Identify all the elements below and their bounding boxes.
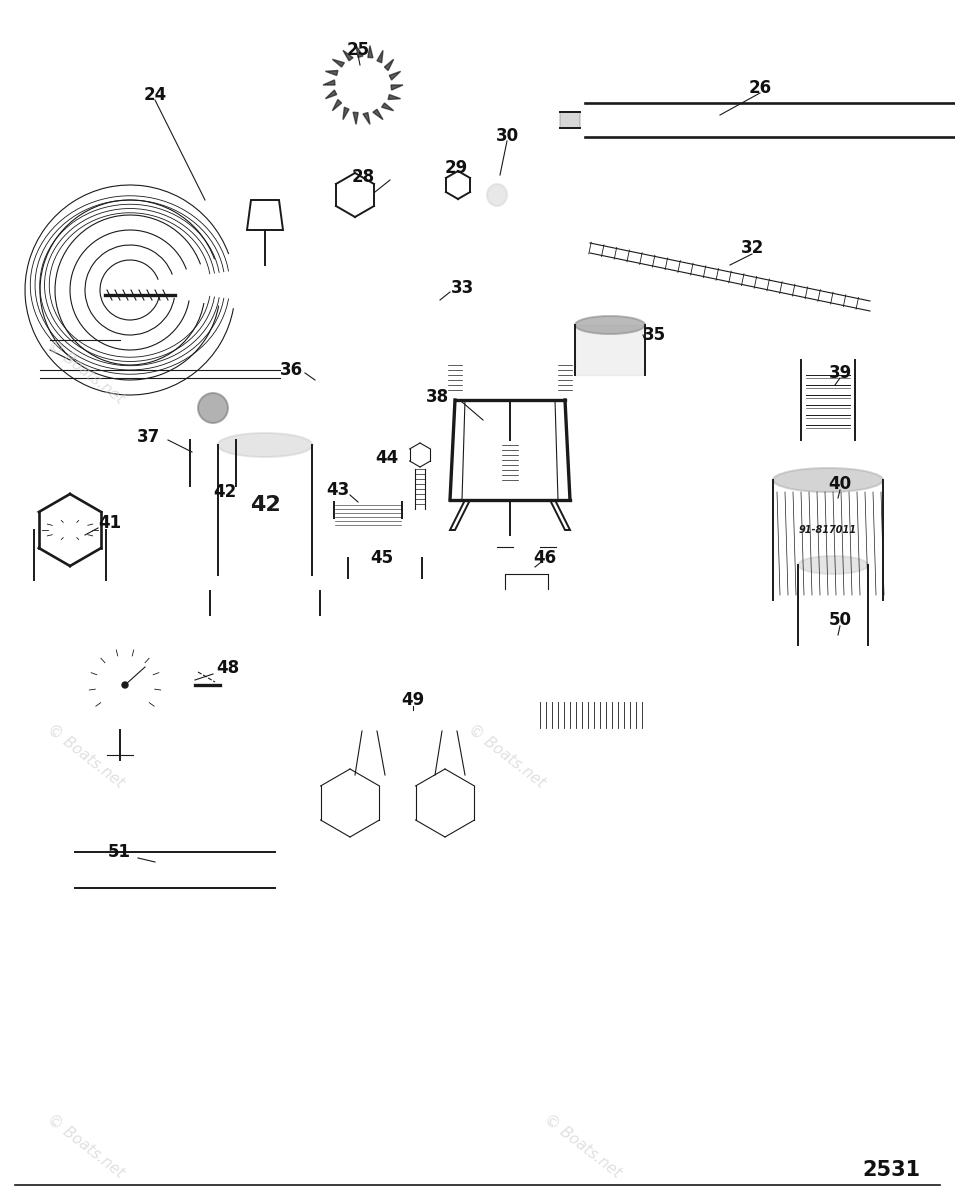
Bar bbox=[575, 325, 645, 374]
Bar bbox=[295, 702, 645, 728]
Bar bbox=[821, 694, 845, 739]
Bar bbox=[377, 188, 497, 200]
Text: 38: 38 bbox=[425, 388, 449, 406]
Text: 91-817011: 91-817011 bbox=[799, 526, 857, 535]
Bar bbox=[269, 184, 275, 202]
Bar bbox=[352, 722, 388, 731]
Text: 2531: 2531 bbox=[861, 1160, 920, 1180]
Bar bbox=[503, 535, 517, 547]
Text: © Boats.net: © Boats.net bbox=[45, 721, 127, 791]
Bar bbox=[90, 860, 260, 880]
Polygon shape bbox=[343, 107, 349, 120]
Bar bbox=[810, 614, 846, 654]
Bar bbox=[493, 547, 517, 575]
Text: © Boats.net: © Boats.net bbox=[45, 1111, 127, 1181]
Bar bbox=[360, 265, 388, 325]
Polygon shape bbox=[382, 103, 393, 110]
Polygon shape bbox=[343, 50, 353, 61]
Text: 41: 41 bbox=[98, 514, 121, 532]
Bar bbox=[160, 674, 195, 695]
Bar bbox=[255, 184, 261, 202]
Text: 26: 26 bbox=[749, 79, 772, 97]
Text: 44: 44 bbox=[375, 449, 398, 467]
Ellipse shape bbox=[773, 468, 883, 492]
Polygon shape bbox=[326, 90, 337, 98]
Ellipse shape bbox=[798, 556, 868, 574]
Text: 39: 39 bbox=[828, 364, 852, 382]
Polygon shape bbox=[377, 50, 383, 62]
Text: 51: 51 bbox=[108, 842, 131, 862]
Bar bbox=[530, 145, 710, 185]
Text: 24: 24 bbox=[143, 86, 166, 104]
Text: 28: 28 bbox=[351, 168, 374, 186]
Text: © Boats.net: © Boats.net bbox=[465, 721, 547, 791]
Bar bbox=[175, 268, 355, 323]
Polygon shape bbox=[353, 113, 358, 125]
Bar bbox=[785, 664, 881, 694]
Ellipse shape bbox=[575, 316, 645, 334]
Text: 30: 30 bbox=[496, 127, 519, 145]
Ellipse shape bbox=[218, 433, 312, 457]
Polygon shape bbox=[390, 71, 400, 80]
Polygon shape bbox=[385, 59, 393, 71]
Bar bbox=[432, 698, 468, 708]
Bar bbox=[502, 440, 518, 490]
Text: © Boats.net: © Boats.net bbox=[541, 1111, 624, 1181]
Text: 29: 29 bbox=[444, 158, 468, 176]
Text: 25: 25 bbox=[347, 41, 370, 59]
Bar bbox=[432, 722, 468, 731]
Text: 33: 33 bbox=[451, 278, 474, 296]
Bar bbox=[448, 390, 463, 410]
Ellipse shape bbox=[487, 184, 507, 206]
Text: 49: 49 bbox=[401, 691, 425, 709]
Text: © Boats.net: © Boats.net bbox=[45, 337, 127, 407]
Polygon shape bbox=[332, 100, 342, 110]
Text: 35: 35 bbox=[643, 326, 666, 344]
Text: 37: 37 bbox=[137, 428, 159, 446]
Text: 32: 32 bbox=[740, 239, 764, 257]
Polygon shape bbox=[323, 80, 335, 85]
Text: 40: 40 bbox=[828, 475, 852, 493]
Text: 48: 48 bbox=[217, 659, 240, 677]
Polygon shape bbox=[326, 71, 338, 76]
Text: 46: 46 bbox=[534, 550, 557, 566]
Text: 43: 43 bbox=[327, 481, 350, 499]
Circle shape bbox=[122, 682, 128, 688]
Polygon shape bbox=[356, 46, 363, 58]
Ellipse shape bbox=[575, 316, 645, 334]
Polygon shape bbox=[391, 85, 403, 90]
Polygon shape bbox=[332, 59, 345, 67]
Polygon shape bbox=[363, 113, 370, 125]
Text: 50: 50 bbox=[829, 611, 852, 629]
Text: 42: 42 bbox=[213, 482, 237, 502]
Polygon shape bbox=[388, 95, 400, 100]
Bar bbox=[536, 547, 560, 575]
Text: 45: 45 bbox=[371, 550, 393, 566]
Bar bbox=[557, 390, 572, 410]
Circle shape bbox=[198, 392, 228, 422]
Polygon shape bbox=[372, 109, 383, 120]
Text: 42: 42 bbox=[249, 494, 281, 515]
Polygon shape bbox=[368, 46, 372, 58]
Bar bbox=[560, 112, 580, 128]
Text: 36: 36 bbox=[280, 361, 303, 379]
Bar bbox=[352, 698, 388, 708]
